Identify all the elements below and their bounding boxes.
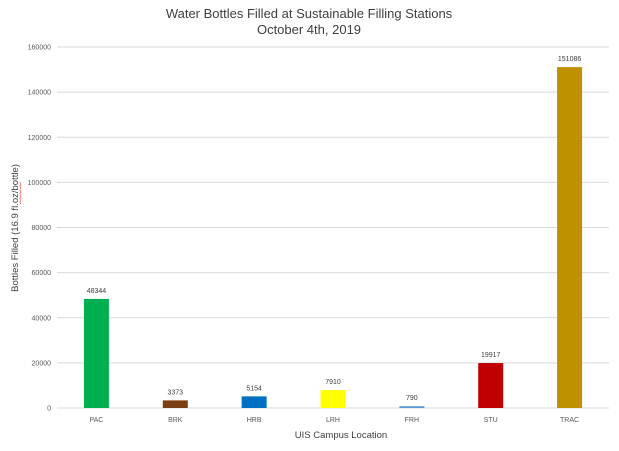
- bar-trac: [557, 67, 583, 408]
- data-label-trac: 151086: [558, 56, 581, 63]
- y-tick-label: 80000: [32, 225, 52, 232]
- bar-hrb: [241, 396, 267, 408]
- x-axis-ticks: PAC BRK HRB LRH FRH STU TRAC: [89, 417, 579, 424]
- y-tick-label: 60000: [32, 270, 52, 277]
- y-axis-ticks: 0 20000 40000 60000 80000 100000 120000 140000 1…: [28, 45, 51, 413]
- spellcheck-underline: [19, 181, 22, 205]
- y-tick-label: 160000: [28, 45, 51, 52]
- bar-brk: [162, 400, 188, 408]
- data-label-pac: 48344: [87, 288, 107, 295]
- data-label-frh: 790: [406, 395, 418, 402]
- bar-pac: [83, 298, 109, 408]
- data-label-hrb: 5154: [246, 385, 262, 392]
- y-tick-label: 120000: [28, 135, 51, 142]
- y-axis-title: Bottles Filled (16.9 fl.oz/bottle): [10, 164, 21, 292]
- y-tick-label: 40000: [32, 315, 52, 322]
- y-tick-label: 100000: [28, 180, 51, 187]
- x-tick-label-hrb: HRB: [247, 417, 262, 424]
- x-axis-title: UIS Campus Location: [295, 430, 387, 441]
- bars: [83, 67, 583, 408]
- x-tick-label-lrh: LRH: [326, 417, 340, 424]
- data-label-stu: 19917: [481, 352, 501, 359]
- x-tick-label-stu: STU: [484, 417, 498, 424]
- y-tick-label: 0: [47, 406, 51, 413]
- x-tick-label-frh: FRH: [405, 417, 419, 424]
- chart-title: Water Bottles Filled at Sustainable Fill…: [166, 6, 453, 21]
- data-labels: 48344 3373 5154 7910 790 19917 151086: [87, 56, 582, 402]
- y-tick-label: 140000: [28, 90, 51, 97]
- data-label-brk: 3373: [167, 389, 183, 396]
- bar-frh: [399, 406, 425, 408]
- bar-stu: [478, 363, 504, 408]
- chart-subtitle: October 4th, 2019: [257, 22, 361, 37]
- x-tick-label-trac: TRAC: [560, 417, 579, 424]
- x-tick-label-brk: BRK: [168, 417, 183, 424]
- y-tick-label: 20000: [32, 360, 52, 367]
- gridlines: [57, 46, 609, 409]
- data-label-lrh: 7910: [325, 379, 341, 386]
- x-tick-label-pac: PAC: [89, 417, 103, 424]
- bar-lrh: [320, 390, 346, 408]
